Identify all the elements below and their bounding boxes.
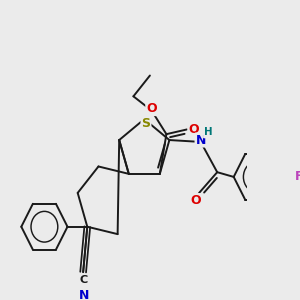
Text: H: H: [204, 128, 212, 137]
Text: S: S: [141, 117, 150, 130]
Text: O: O: [146, 102, 157, 115]
Text: O: O: [190, 194, 201, 207]
Text: N: N: [196, 134, 206, 146]
Text: C: C: [80, 275, 88, 285]
Text: F: F: [295, 170, 300, 183]
Text: N: N: [79, 289, 89, 300]
Text: O: O: [188, 123, 199, 136]
